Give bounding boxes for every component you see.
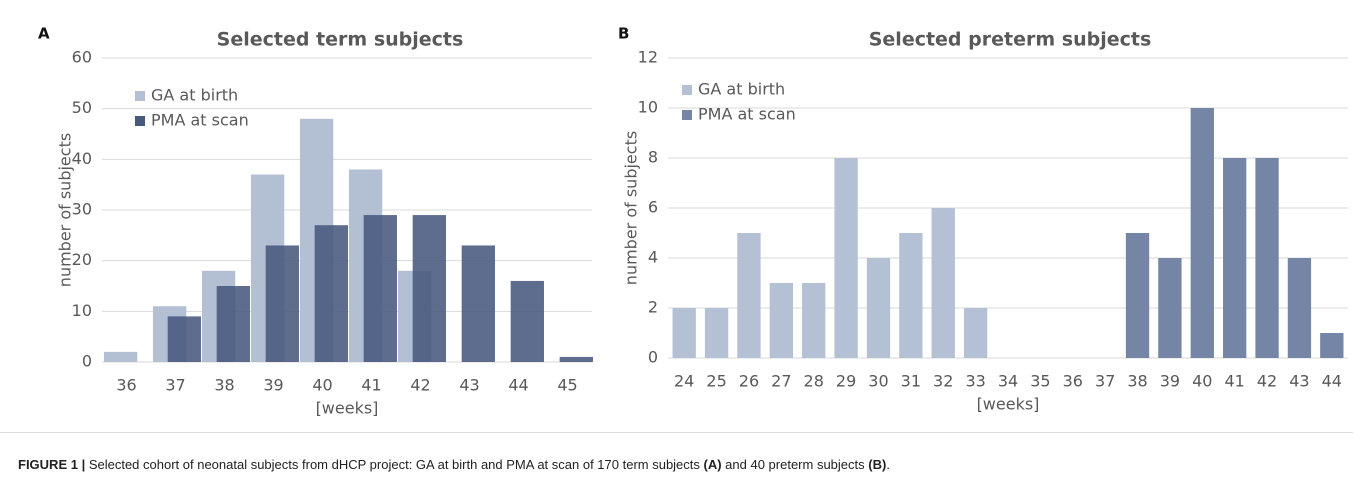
x-axis-label: [weeks] — [316, 399, 379, 418]
x-tick-label: 39 — [263, 376, 283, 395]
caption-label: FIGURE 1 | — [18, 457, 86, 472]
bar — [461, 245, 495, 362]
x-tick-label: 41 — [361, 376, 381, 395]
x-tick-label: 44 — [508, 376, 528, 395]
y-tick-label: 0 — [648, 348, 658, 367]
bar — [963, 308, 988, 358]
caption-ref: (B) — [868, 457, 887, 472]
bar — [363, 215, 397, 362]
x-tick-label: 24 — [674, 372, 694, 391]
bar — [1125, 233, 1150, 358]
y-tick-label: 60 — [72, 48, 92, 67]
x-tick-label: 45 — [557, 376, 577, 395]
bar — [314, 225, 348, 362]
bar — [559, 356, 593, 362]
y-tick-label: 10 — [72, 301, 92, 320]
bar — [216, 286, 250, 362]
y-tick-label: 0 — [82, 352, 92, 371]
panel-label: B — [618, 25, 629, 43]
bar — [1190, 108, 1214, 358]
x-tick-label: 42 — [1257, 372, 1277, 391]
x-axis-label: [weeks] — [977, 395, 1040, 414]
x-tick-label: 38 — [1127, 372, 1147, 391]
legend-swatch — [135, 116, 145, 126]
x-tick-label: 41 — [1224, 372, 1244, 391]
chart-title: Selected preterm subjects — [869, 29, 1152, 51]
x-tick-label: 40 — [1192, 372, 1212, 391]
y-tick-label: 30 — [72, 200, 92, 219]
x-tick-label: 40 — [312, 376, 332, 395]
x-tick-label: 28 — [804, 372, 824, 391]
x-tick-label: 39 — [1160, 372, 1180, 391]
caption-ref: (A) — [703, 457, 722, 472]
y-tick-label: 40 — [72, 149, 92, 168]
bar — [1287, 258, 1312, 358]
x-tick-label: 38 — [214, 376, 234, 395]
bar — [769, 283, 793, 358]
y-tick-label: 6 — [648, 198, 658, 217]
caption: FIGURE 1 | Selected cohort of neonatal s… — [18, 457, 890, 472]
bar — [931, 208, 955, 358]
x-tick-label: 32 — [933, 372, 953, 391]
x-tick-label: 29 — [836, 372, 856, 391]
x-tick-label: 44 — [1322, 372, 1342, 391]
y-tick-label: 12 — [638, 48, 658, 67]
y-tick-label: 4 — [648, 248, 658, 267]
bar — [1158, 258, 1182, 358]
legend-label: PMA at scan — [151, 111, 249, 130]
bar — [412, 215, 446, 362]
y-tick-label: 50 — [72, 98, 92, 117]
x-tick-label: 42 — [410, 376, 430, 395]
bar — [1223, 158, 1247, 358]
x-tick-label: 26 — [739, 372, 759, 391]
caption-text: Selected cohort of neonatal subjects fro… — [85, 457, 704, 472]
y-axis-label: number of subjects — [622, 131, 641, 285]
legend-label: GA at birth — [698, 80, 785, 99]
caption-text: . — [886, 457, 890, 472]
x-tick-label: 34 — [998, 372, 1018, 391]
legend-label: GA at birth — [151, 86, 238, 105]
bar — [704, 308, 729, 358]
x-tick-label: 43 — [459, 376, 479, 395]
caption-box: FIGURE 1 | Selected cohort of neonatal s… — [0, 432, 1353, 487]
legend-label: PMA at scan — [698, 105, 796, 124]
bar — [265, 245, 299, 362]
bar — [103, 351, 138, 362]
x-tick-label: 43 — [1289, 372, 1309, 391]
bar — [510, 280, 544, 362]
x-tick-label: 25 — [706, 372, 726, 391]
bar — [737, 233, 761, 358]
y-axis-label: number of subjects — [56, 133, 75, 287]
legend-swatch — [682, 110, 692, 120]
bar — [802, 283, 826, 358]
x-tick-label: 35 — [1030, 372, 1050, 391]
x-tick-label: 31 — [901, 372, 921, 391]
bar — [1255, 158, 1279, 358]
x-tick-label: 30 — [868, 372, 888, 391]
caption-text: and 40 preterm subjects — [721, 457, 869, 472]
bar — [834, 158, 858, 358]
bar — [672, 308, 696, 358]
panel-label: A — [38, 25, 50, 43]
x-tick-label: 36 — [1063, 372, 1083, 391]
y-tick-label: 10 — [638, 98, 658, 117]
bar — [1320, 333, 1344, 358]
x-tick-label: 37 — [165, 376, 185, 395]
x-tick-label: 33 — [965, 372, 985, 391]
y-tick-label: 20 — [72, 250, 92, 269]
y-tick-label: 8 — [648, 148, 658, 167]
x-tick-label: 27 — [771, 372, 791, 391]
x-tick-label: 37 — [1095, 372, 1115, 391]
bar — [167, 316, 201, 362]
bar — [899, 233, 923, 358]
chart-title: Selected term subjects — [217, 29, 464, 51]
legend-swatch — [682, 85, 692, 95]
y-tick-label: 2 — [648, 298, 658, 317]
bar — [866, 258, 891, 358]
x-tick-label: 36 — [116, 376, 136, 395]
figure: A Selected term subjects number of subject… — [38, 25, 1348, 418]
legend-swatch — [135, 91, 145, 101]
